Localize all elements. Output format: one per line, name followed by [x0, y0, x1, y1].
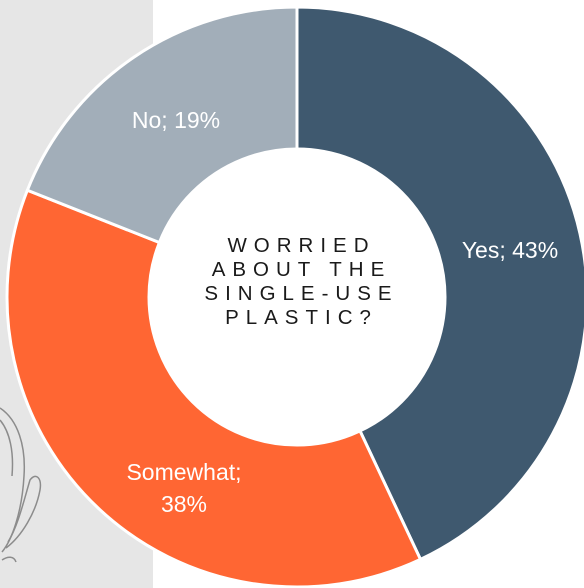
center-title-line-1: WORRIED: [227, 234, 376, 257]
decorative-sketch: [0, 407, 42, 563]
slice-label-somewhat: Somewhat; 38%: [126, 459, 241, 517]
slice-label-no: No; 19%: [132, 107, 220, 133]
donut-center: [147, 147, 447, 447]
center-title: WORRIED ABOUT THE SINGLE-USE PLASTIC?: [168, 234, 428, 330]
center-title-line-3: SINGLE-USE: [204, 282, 399, 305]
center-title-line-4: PLASTIC?: [225, 306, 378, 329]
center-title-line-2: ABOUT THE: [211, 258, 392, 281]
slice-label-yes: Yes; 43%: [462, 237, 558, 263]
